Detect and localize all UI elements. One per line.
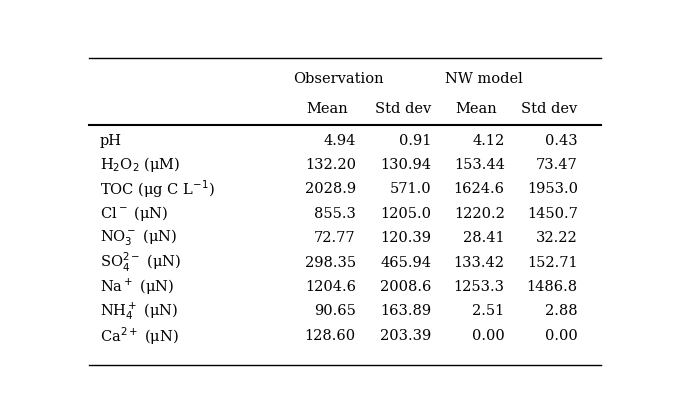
Text: 1486.8: 1486.8	[527, 280, 578, 294]
Text: NO$_3^-$ (μN): NO$_3^-$ (μN)	[100, 228, 177, 249]
Text: Observation: Observation	[293, 72, 384, 86]
Text: 28.41: 28.41	[463, 231, 505, 245]
Text: 465.94: 465.94	[381, 256, 431, 270]
Text: Std dev: Std dev	[375, 103, 431, 116]
Text: 1220.2: 1220.2	[454, 207, 505, 221]
Text: 4.94: 4.94	[324, 133, 356, 148]
Text: 72.77: 72.77	[314, 231, 356, 245]
Text: Na$^+$ (μN): Na$^+$ (μN)	[100, 277, 174, 297]
Text: Ca$^{2+}$ (μN): Ca$^{2+}$ (μN)	[100, 325, 179, 347]
Text: 133.42: 133.42	[454, 256, 505, 270]
Text: 1953.0: 1953.0	[527, 182, 578, 196]
Text: 32.22: 32.22	[536, 231, 578, 245]
Text: 298.35: 298.35	[305, 256, 356, 270]
Text: TOC (μg C L$^{-1}$): TOC (μg C L$^{-1}$)	[100, 178, 214, 200]
Text: 120.39: 120.39	[381, 231, 431, 245]
Text: 132.20: 132.20	[305, 158, 356, 172]
Text: H$_2$O$_2$ (μM): H$_2$O$_2$ (μM)	[100, 156, 181, 174]
Text: pH: pH	[100, 133, 122, 148]
Text: 203.39: 203.39	[380, 329, 431, 343]
Text: 130.94: 130.94	[381, 158, 431, 172]
Text: 2008.6: 2008.6	[380, 280, 431, 294]
Text: 1624.6: 1624.6	[454, 182, 505, 196]
Text: 4.12: 4.12	[472, 133, 505, 148]
Text: 1253.3: 1253.3	[454, 280, 505, 294]
Text: 153.44: 153.44	[454, 158, 505, 172]
Text: Cl$^-$ (μN): Cl$^-$ (μN)	[100, 204, 168, 223]
Text: 2028.9: 2028.9	[305, 182, 356, 196]
Text: 90.65: 90.65	[314, 304, 356, 319]
Text: 73.47: 73.47	[536, 158, 578, 172]
Text: NW model: NW model	[445, 72, 523, 86]
Text: Std dev: Std dev	[521, 103, 577, 116]
Text: 855.3: 855.3	[314, 207, 356, 221]
Text: 571.0: 571.0	[390, 182, 431, 196]
Text: 0.00: 0.00	[545, 329, 578, 343]
Text: Mean: Mean	[455, 103, 497, 116]
Text: 2.88: 2.88	[545, 304, 578, 319]
Text: 152.71: 152.71	[527, 256, 578, 270]
Text: 0.43: 0.43	[545, 133, 578, 148]
Text: 2.51: 2.51	[472, 304, 505, 319]
Text: 1450.7: 1450.7	[527, 207, 578, 221]
Text: Mean: Mean	[306, 103, 348, 116]
Text: NH$_4^+$ (μN): NH$_4^+$ (μN)	[100, 301, 178, 322]
Text: 0.91: 0.91	[399, 133, 431, 148]
Text: 128.60: 128.60	[305, 329, 356, 343]
Text: 1205.0: 1205.0	[381, 207, 431, 221]
Text: 163.89: 163.89	[381, 304, 431, 319]
Text: 0.00: 0.00	[472, 329, 505, 343]
Text: SO$_4^{2-}$ (μN): SO$_4^{2-}$ (μN)	[100, 251, 181, 274]
Text: 1204.6: 1204.6	[305, 280, 356, 294]
